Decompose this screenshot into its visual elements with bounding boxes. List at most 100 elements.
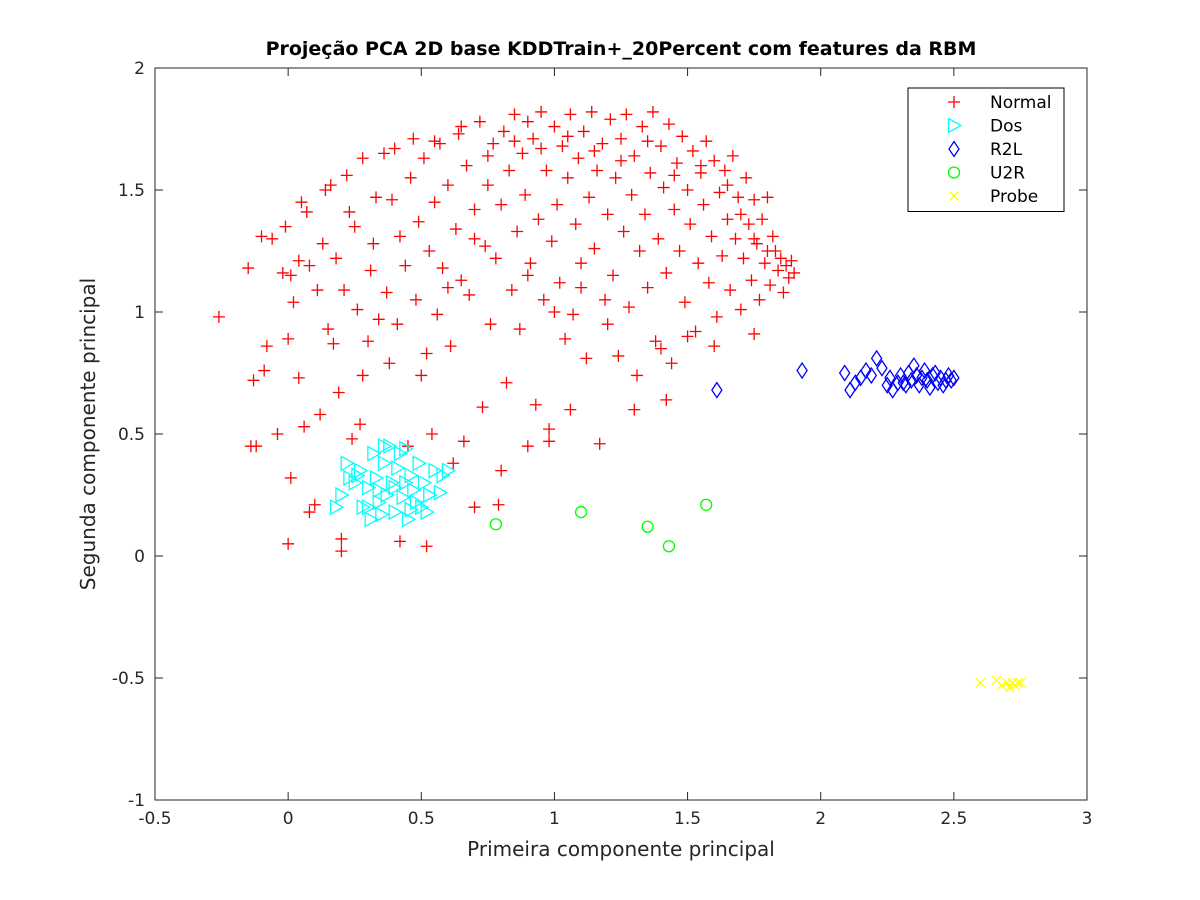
legend: Normal Dos R2L U2R Probe [907,87,1065,212]
point-normal [654,342,667,355]
legend-label: R2L [990,140,1023,160]
point-dos [372,494,388,511]
point-normal [678,296,691,309]
point-normal [260,340,273,353]
legend-marker-normal [948,96,960,108]
point-normal [279,220,292,233]
x-axis-label: Primeira componente principal [467,837,775,861]
point-normal [346,432,359,445]
point-normal [417,152,430,165]
point-r2l [870,349,883,368]
point-r2l [921,371,934,389]
point-normal [423,245,436,257]
point-dos [361,479,377,496]
point-normal [748,193,761,206]
x-tick-label: 2.5 [940,809,967,829]
point-normal [428,196,441,209]
point-normal [628,403,641,416]
point-r2l [884,369,896,387]
point-normal [713,186,726,199]
point-dos [399,440,414,457]
point-normal [745,274,758,287]
point-normal [335,532,348,545]
point-normal [481,149,494,162]
point-normal [766,230,779,243]
point-normal [716,249,729,262]
point-normal [370,191,383,204]
point-normal [615,154,627,167]
y-tick-label: 0.5 [118,425,145,445]
point-normal [473,115,486,128]
point-r2l [860,361,872,380]
point-normal [726,149,739,162]
point-normal [311,284,324,297]
y-tick-label: 0 [134,547,145,567]
point-normal [519,188,532,201]
point-normal [652,232,665,245]
point-dos [436,467,451,484]
point-normal [524,257,537,270]
point-normal [641,135,654,148]
point-normal [513,323,526,336]
x-tick-label: 1.5 [674,809,701,829]
point-dos [404,467,419,484]
point-normal [721,213,734,226]
point-normal [583,191,596,204]
point-normal [535,105,548,118]
point-normal [287,296,300,309]
point-normal [540,164,553,177]
point-normal [670,157,683,170]
point-normal [774,252,787,265]
point-normal [362,335,375,348]
plot-area: -0.5 0 0.5 1 1.5 2 2.5 3-1-0.500.511.52 [112,59,1093,829]
point-normal [420,540,433,553]
legend-label: U2R [990,164,1025,184]
point-normal [702,276,715,289]
point-normal [348,220,361,233]
point-dos [441,462,457,479]
point-normal [455,274,468,287]
point-normal [340,169,353,182]
point-normal [724,284,737,297]
point-dos [412,455,427,472]
point-normal [388,142,401,155]
y-tick-label: -0.5 [112,669,145,689]
point-normal [508,108,521,121]
point-dos [348,474,364,491]
point-dos [340,455,356,472]
point-normal [591,164,604,177]
point-normal [633,245,646,257]
point-normal [567,308,580,321]
point-normal [364,264,377,277]
point-normal [308,498,321,511]
point-dos [388,479,403,496]
point-normal [322,323,335,336]
point-dos [391,460,406,477]
point-dos [423,486,438,504]
point-normal [508,135,521,148]
point-normal [258,364,271,377]
legend-marker-r2l [948,140,960,158]
point-normal [756,213,769,226]
point-normal [505,284,518,297]
point-normal [468,501,481,514]
legend-item: Dos [947,117,1022,137]
point-normal [383,357,396,370]
point-normal [564,108,577,121]
point-normal [298,420,311,433]
point-normal [660,266,673,279]
point-normal [764,279,777,292]
legend-label: Probe [990,187,1038,207]
point-normal [242,262,255,275]
point-normal [468,203,481,216]
x-tick-label: 2 [815,809,826,829]
point-normal [556,140,569,153]
point-normal [641,281,654,294]
point-normal [255,230,268,243]
x-tick-label: 0.5 [408,809,435,829]
x-tick-label: -0.5 [138,809,171,829]
point-r2l [838,364,851,382]
point-normal [428,135,441,148]
point-normal [788,266,801,279]
point-probe [1012,677,1023,688]
